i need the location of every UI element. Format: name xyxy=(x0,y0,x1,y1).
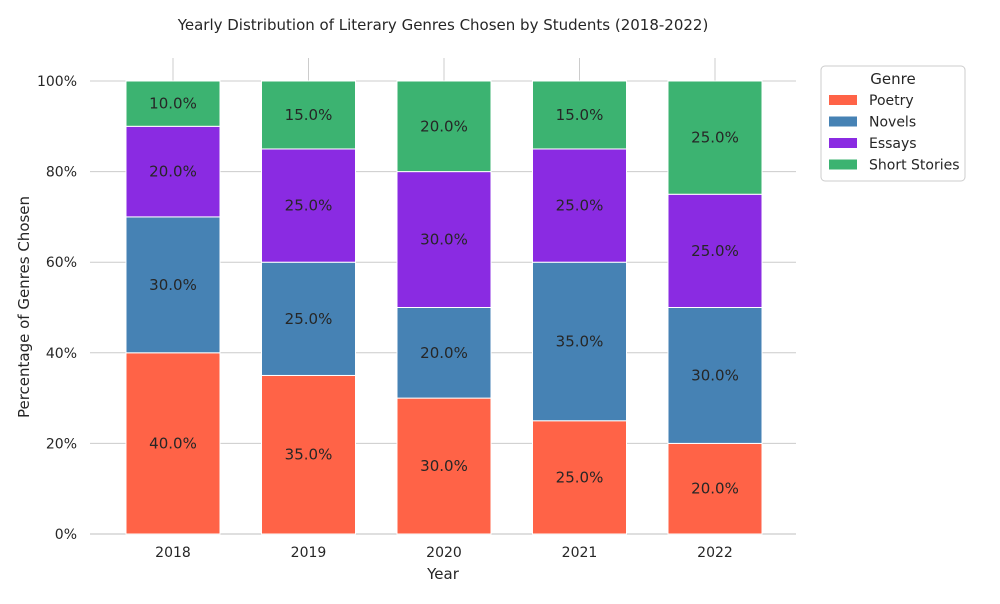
x-tick-label: 2019 xyxy=(291,545,327,561)
bar-poetry-2018 xyxy=(125,352,221,535)
x-tick-label: 2020 xyxy=(426,545,462,561)
bar-novels-2020 xyxy=(396,307,492,399)
legend-item-label: Essays xyxy=(869,136,917,152)
bar-short-stories-2021 xyxy=(532,80,627,150)
data-label: 25.0% xyxy=(556,197,604,215)
data-label: 15.0% xyxy=(285,106,333,124)
data-label: 25.0% xyxy=(285,310,333,328)
data-label: 15.0% xyxy=(556,106,604,124)
legend-title: Genre xyxy=(870,70,915,88)
bar-poetry-2022 xyxy=(667,442,763,535)
chart-title: Yearly Distribution of Literary Genres C… xyxy=(177,16,709,34)
data-label: 25.0% xyxy=(691,242,739,260)
bar-essays-2019 xyxy=(261,148,356,263)
data-labels: 40.0% 35.0% 30.0% 25.0% 20.0% 30.0% 25.0% 20.0%… xyxy=(149,95,739,498)
data-label: 35.0% xyxy=(285,446,333,464)
y-tick-label: 20% xyxy=(46,436,77,452)
tick-labels: 0% 20% 40% 60% 80% 100% 2018 2019 2020 2021 2022 xyxy=(37,74,733,561)
y-tick-label: 80% xyxy=(46,165,77,181)
bar-short-stories-2020 xyxy=(396,80,492,173)
data-label: 20.0% xyxy=(420,344,468,362)
y-tick-label: 40% xyxy=(46,346,77,362)
data-label: 30.0% xyxy=(420,457,468,475)
bar-essays-2018 xyxy=(125,125,221,218)
legend-swatch xyxy=(829,138,857,148)
x-tick-label: 2021 xyxy=(562,545,598,561)
data-label: 30.0% xyxy=(420,231,468,249)
data-label: 25.0% xyxy=(556,468,604,486)
data-label: 20.0% xyxy=(420,117,468,135)
data-label: 25.0% xyxy=(691,129,739,147)
bar-novels-2022 xyxy=(667,307,763,444)
bar-short-stories-2022 xyxy=(667,80,763,195)
bar-novels-2018 xyxy=(125,216,221,354)
y-tick-label: 100% xyxy=(37,74,77,90)
y-axis-title: Percentage of Genres Chosen xyxy=(15,196,33,418)
bar-essays-2022 xyxy=(667,193,763,308)
data-label: 20.0% xyxy=(691,480,739,498)
bar-novels-2019 xyxy=(261,261,356,376)
legend-item-label: Short Stories xyxy=(869,158,960,174)
bar-essays-2020 xyxy=(396,171,492,308)
bar-essays-2021 xyxy=(532,148,627,263)
x-axis-title: Year xyxy=(426,565,460,583)
legend-swatch xyxy=(829,95,857,105)
data-label: 10.0% xyxy=(149,95,197,113)
data-label: 35.0% xyxy=(556,332,604,350)
legend-box xyxy=(820,65,966,182)
data-label: 20.0% xyxy=(149,163,197,181)
x-tick-label: 2022 xyxy=(697,545,733,561)
y-tick-label: 60% xyxy=(46,255,77,271)
legend: Genre Poetry Novels Essays Short Stories xyxy=(820,65,966,182)
data-label: 30.0% xyxy=(691,366,739,384)
bar-short-stories-2019 xyxy=(261,80,356,150)
y-tick-label: 0% xyxy=(55,527,77,543)
x-tick-label: 2018 xyxy=(155,545,191,561)
bar-poetry-2019 xyxy=(261,374,356,535)
bar-short-stories-2018 xyxy=(125,80,221,127)
legend-swatch xyxy=(829,116,857,127)
data-label: 25.0% xyxy=(285,197,333,215)
legend-item-label: Poetry xyxy=(869,93,914,109)
data-label: 40.0% xyxy=(149,434,197,452)
data-label: 30.0% xyxy=(149,276,197,294)
bars xyxy=(125,80,763,535)
legend-item-label: Novels xyxy=(869,115,916,131)
legend-swatch xyxy=(829,159,857,170)
